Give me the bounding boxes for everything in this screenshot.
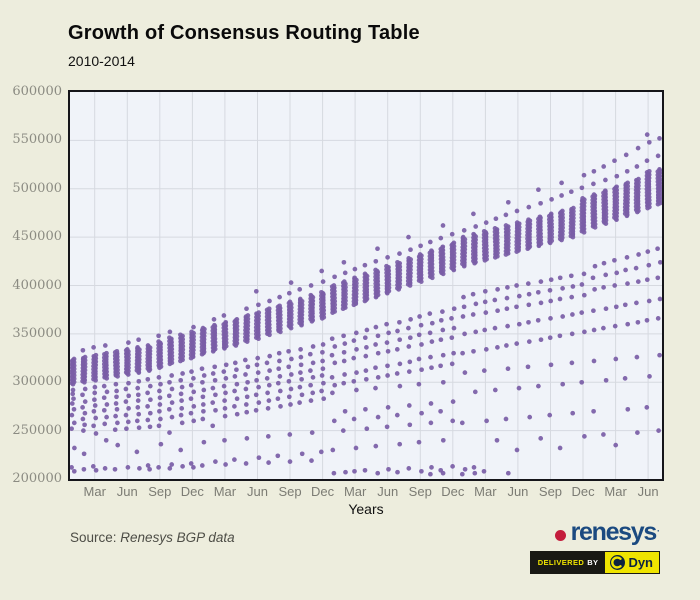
y-tick-label: 300000 xyxy=(12,374,62,390)
x-tick-label: Mar xyxy=(604,484,627,499)
x-tick-label: Jun xyxy=(246,484,268,499)
scatter-points xyxy=(70,132,662,477)
x-tick-label: Mar xyxy=(474,484,497,499)
renesys-dot-icon xyxy=(554,529,566,541)
x-tick-label: Sep xyxy=(408,484,432,499)
y-tick-label: 500000 xyxy=(12,180,62,196)
registered-mark: · xyxy=(657,526,660,536)
x-tick-label: Sep xyxy=(148,484,172,499)
x-tick-label: Sep xyxy=(278,484,302,499)
y-tick-label: 350000 xyxy=(12,325,62,341)
x-tick-label: Mar xyxy=(343,484,367,499)
source-label: Source: xyxy=(70,530,117,545)
source-value: Renesys BGP data xyxy=(120,530,235,545)
y-tick-label: 550000 xyxy=(12,132,62,148)
y-axis: 600000 550000 500000 450000 400000 350000 3000… xyxy=(0,0,62,600)
x-tick-label: Dec xyxy=(180,484,204,499)
dyn-swirl-icon xyxy=(610,555,626,570)
x-tick-label: Jun xyxy=(377,484,399,499)
x-tick-label: Jun xyxy=(507,484,529,499)
by-text: BY xyxy=(587,558,599,567)
x-tick-label: Jun xyxy=(637,484,659,499)
x-tick-label: Dec xyxy=(441,484,465,499)
x-axis-title: Years xyxy=(348,501,384,517)
delivered-text: DELIVERED xyxy=(537,558,585,567)
renesys-wordmark: renesys xyxy=(570,518,658,546)
y-tick-label: 400000 xyxy=(12,277,62,293)
source-note: Source: Renesys BGP data xyxy=(70,530,235,545)
plot-area xyxy=(68,90,664,481)
y-tick-label: 600000 xyxy=(12,84,62,99)
x-tick-label: Mar xyxy=(213,484,237,499)
x-tick-label: Mar xyxy=(83,484,106,499)
y-tick-label: 450000 xyxy=(12,229,62,245)
x-tick-label: Dec xyxy=(311,484,335,499)
scatter-canvas xyxy=(70,92,662,479)
delivered-by-label: DELIVERED BY xyxy=(530,552,606,573)
delivered-by-dyn-badge: DELIVERED BY Dyn xyxy=(529,551,660,574)
renesys-logo: renesys · xyxy=(554,518,660,546)
x-tick-label: Jun xyxy=(116,484,138,499)
dyn-text: Dyn xyxy=(628,555,653,570)
x-tick-label: Dec xyxy=(571,484,595,499)
brand-block: renesys · DELIVERED BY Dyn xyxy=(529,518,660,574)
y-tick-label: 200000 xyxy=(12,471,62,486)
y-tick-label: 250000 xyxy=(12,422,62,438)
x-tick-label: Sep xyxy=(538,484,563,499)
chart-subtitle: 2010-2014 xyxy=(68,53,135,69)
dyn-logo: Dyn xyxy=(605,552,659,573)
chart-title: Growth of Consensus Routing Table xyxy=(68,22,420,44)
